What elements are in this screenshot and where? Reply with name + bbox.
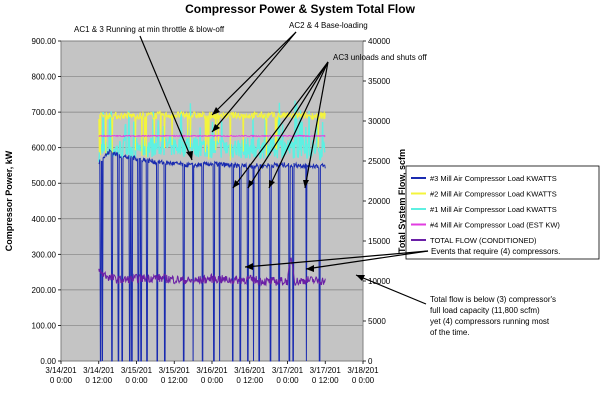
x-tick-label-date: 3/14/201	[45, 366, 77, 375]
arrow-ac3-a	[232, 61, 329, 189]
arrow-events-a	[244, 250, 429, 268]
legend-label-1-mill-air-compressor-load-kwatts: #1 Mill Air Compressor Load KWATTS	[430, 205, 557, 214]
x-tick-label-time: 0 0:00	[276, 376, 299, 385]
x-tick-label-time: 0 12:00	[85, 376, 112, 385]
y-axis-ticks: 0.00 100.00 200.00 300.00 400.00 500.00 600.00…	[32, 37, 61, 366]
chart-title: Compressor Power & System Total Flow	[185, 2, 415, 16]
plot-area	[60, 40, 364, 362]
y2-tick-label: 25000	[368, 157, 391, 166]
x-tick-label-date: 3/18/201	[347, 366, 379, 375]
y-tick-label: 100.00	[32, 321, 57, 330]
y-tick-label: 400.00	[32, 215, 57, 224]
y2-tick-label: 20000	[368, 197, 391, 206]
arrow-ac3-b	[247, 61, 329, 189]
y-axis-label: Compressor Power, kW	[4, 150, 14, 251]
arrow-ac1-3	[139, 35, 193, 161]
y-tick-label: 500.00	[32, 179, 57, 188]
x-tick-label-date: 3/16/201	[234, 366, 266, 375]
series-2-mill-air-compressor-load-kwatts	[98, 109, 326, 161]
legend-label-2-mill-air-compressor-load-kwatts: #2 Mill Air Compressor Load KWATTS	[430, 190, 557, 199]
annotation-events: Events that require (4) compressors.	[431, 247, 560, 256]
arrow-ac3-d	[304, 61, 329, 189]
arrowhead-events-a	[245, 263, 253, 270]
y2-tick-label: 15000	[368, 237, 391, 246]
y2-tick-label: 5000	[368, 317, 386, 326]
y2-tick-label: 30000	[368, 117, 391, 126]
legend-label-total-flow-conditioned: TOTAL FLOW (CONDITIONED)	[430, 236, 537, 245]
arrow-ac3-c	[268, 61, 329, 189]
x-tick-label-date: 3/14/201	[83, 366, 115, 375]
legend-label-4-mill-air-compressor-load-est-kw: #4 Mill Air Compressor Load (EST KW)	[430, 221, 560, 230]
y-tick-label: 200.00	[32, 286, 57, 295]
y2-axis-ticks: 0 5000 10000 15000 20000 25000 30000 35000 40000	[363, 37, 391, 366]
x-tick-label-time: 0 0:00	[50, 376, 73, 385]
y-tick-label: 600.00	[32, 144, 57, 153]
arrow-events-b	[305, 250, 429, 270]
annotation-arrows	[139, 31, 429, 305]
annotation-flow-3: yet (4) compressors running most	[430, 317, 550, 326]
x-tick-label-time: 0 12:00	[161, 376, 188, 385]
series-3-mill-air-compressor-load-kwatts	[98, 148, 326, 362]
arrowhead-ac3-a	[233, 180, 240, 188]
legend-label-3-mill-air-compressor-load-kwatts: #3 Mill Air Compressor Load KWATTS	[430, 174, 557, 183]
y2-tick-label: 35000	[368, 77, 391, 86]
y-tick-label: 0.00	[40, 357, 56, 366]
arrow-ac2-4-a	[211, 31, 297, 116]
y2-tick-label: 10000	[368, 277, 391, 286]
annotation-flow-1: Total flow is below (3) compressor's	[430, 295, 556, 304]
x-tick-label-date: 3/16/201	[196, 366, 228, 375]
y2-tick-label: 40000	[368, 37, 391, 46]
legend: #3 Mill Air Compressor Load KWATTS #2 Mil…	[411, 174, 560, 245]
y-tick-label: 700.00	[32, 108, 57, 117]
arrowhead-flow	[356, 275, 365, 281]
y-tick-label: 900.00	[32, 37, 57, 46]
x-tick-label-date: 3/15/201	[121, 366, 153, 375]
legend-box	[405, 165, 600, 260]
x-tick-label-time: 0 0:00	[352, 376, 375, 385]
x-tick-label-date: 3/17/201	[272, 366, 304, 375]
x-tick-label-time: 0 0:00	[125, 376, 148, 385]
arrowhead-ac3-d	[303, 180, 309, 188]
x-tick-label-date: 3/15/201	[159, 366, 191, 375]
y-tick-label: 800.00	[32, 73, 57, 82]
arrowhead-ac2-4-a	[212, 107, 220, 115]
arrowhead-ac1-3	[186, 151, 193, 160]
arrow-ac2-4-b	[211, 31, 297, 133]
annotation-flow-4: of the time.	[430, 328, 470, 337]
x-tick-label-time: 0 0:00	[201, 376, 224, 385]
annotation-ac2-4: AC2 & 4 Base-loading	[289, 21, 368, 30]
x-tick-label-date: 3/17/201	[310, 366, 342, 375]
arrowhead-ac3-c	[269, 180, 275, 188]
series-layer	[98, 100, 326, 362]
y-tick-label: 300.00	[32, 250, 57, 259]
x-tick-label-time: 0 12:00	[236, 376, 263, 385]
series-1-mill-air-compressor-load-kwatts	[98, 100, 326, 162]
annotation-ac3: AC3 unloads and shuts off	[333, 53, 427, 62]
y2-axis-label: Total System Flow, scfm	[397, 149, 407, 253]
arrowhead-events-b	[306, 265, 314, 272]
series-total-flow-conditioned	[98, 257, 326, 287]
y2-tick-label: 0	[368, 357, 373, 366]
annotation-ac1-3: AC1 & 3 Running at min throttle & blow-o…	[74, 25, 225, 34]
annotation-flow-2: full load capacity (11,800 scfm)	[430, 306, 540, 315]
arrowhead-ac2-4-b	[212, 124, 220, 132]
arrow-flow	[355, 274, 427, 305]
series-4-mill-air-compressor-load-est-kw	[98, 134, 326, 138]
arrowhead-ac3-b	[248, 180, 254, 188]
x-tick-label-time: 0 12:00	[312, 376, 339, 385]
